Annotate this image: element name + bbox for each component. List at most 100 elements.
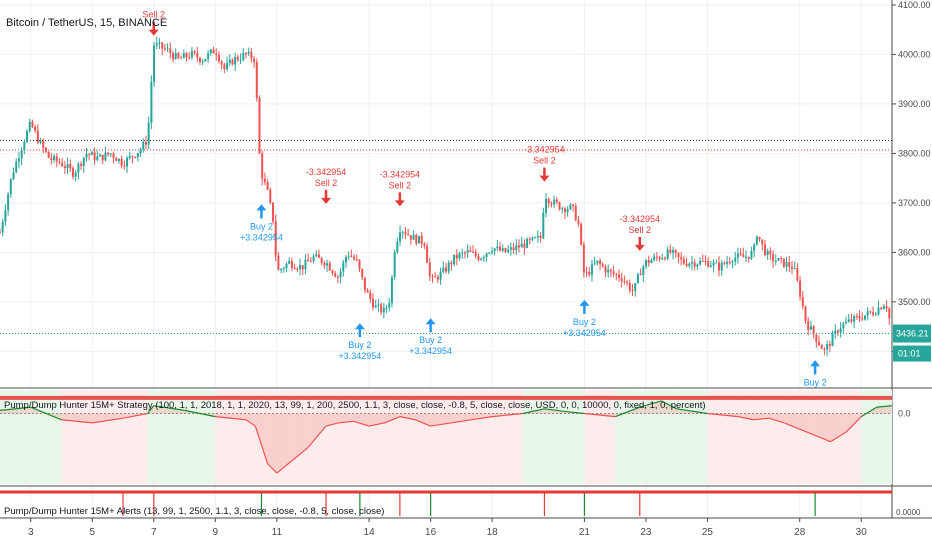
candle-body: [280, 269, 283, 271]
candle-body: [545, 198, 548, 213]
sell-arrow-icon: [321, 197, 332, 204]
strategy-bg-segment: [147, 390, 154, 484]
strategy-bg-segment: [753, 390, 769, 484]
candle-body: [661, 257, 664, 260]
candle-body: [193, 51, 196, 54]
candle-body: [174, 52, 177, 60]
candle-body: [631, 290, 634, 292]
candle-body: [180, 57, 183, 59]
candle-body: [247, 51, 250, 54]
candle-body: [342, 262, 345, 272]
candle-body: [682, 259, 685, 264]
candle-body: [663, 257, 666, 259]
candle-body: [601, 264, 604, 267]
candle-body: [417, 235, 420, 244]
candle-body: [439, 271, 442, 280]
strategy-bg-segment: [815, 390, 831, 484]
candle-body: [834, 330, 837, 334]
candle-body: [9, 179, 12, 195]
time-tick-label: 3: [28, 527, 34, 538]
candle-body: [269, 189, 272, 203]
candle-body: [44, 147, 47, 152]
strategy-bg-segment: [30, 390, 62, 484]
equity-line-segment: [661, 400, 677, 410]
candle-body: [831, 333, 834, 347]
candle-body: [101, 154, 104, 161]
candle-body: [766, 250, 769, 255]
candle-body: [15, 161, 18, 173]
candle-body: [69, 164, 72, 169]
candle-body: [404, 232, 407, 235]
candle-body: [31, 121, 34, 127]
candle-body: [493, 248, 496, 252]
candle-body: [331, 270, 334, 274]
equity-line-segment: [147, 405, 155, 414]
candle-body: [17, 158, 20, 162]
candle-body: [350, 255, 353, 257]
candle-body: [255, 62, 258, 99]
equity-line-segment: [153, 405, 185, 411]
signal-label: Buy 2: [348, 340, 371, 350]
signal-label: +3.342954: [409, 346, 452, 356]
candle-body: [412, 234, 415, 240]
buy-arrow-icon: [579, 299, 590, 306]
equity-line-segment: [215, 416, 247, 421]
candle-body: [47, 151, 50, 158]
candle-body: [36, 130, 39, 143]
candle-body: [282, 268, 285, 270]
candle-body: [296, 268, 299, 270]
equity-line-segment: [461, 416, 493, 422]
candle-body: [393, 252, 396, 278]
candle-body: [153, 45, 156, 82]
candle-body: [312, 256, 315, 262]
strategy-bg-segment: [92, 390, 124, 484]
candle-body: [769, 250, 772, 255]
signal-label: Buy 2: [250, 221, 273, 231]
candle-body: [774, 260, 777, 262]
candle-body: [642, 266, 645, 276]
candle-body: [718, 262, 721, 271]
candle-body: [669, 249, 672, 253]
candle-body: [250, 51, 253, 59]
candle-body: [547, 198, 550, 204]
candle-body: [109, 153, 112, 155]
candle-body: [223, 64, 226, 69]
candle-body: [623, 281, 626, 283]
candle-body: [790, 266, 793, 269]
candle-body: [588, 272, 591, 275]
candle-body: [55, 156, 58, 162]
candle-body: [688, 263, 691, 266]
candle-body: [780, 258, 783, 260]
candle-body: [107, 152, 110, 155]
candle-body: [169, 48, 172, 54]
candle-body: [120, 158, 123, 166]
candle-body: [0, 232, 1, 234]
candle-body: [166, 48, 169, 50]
candle-body: [847, 319, 850, 322]
candle-body: [685, 263, 688, 266]
strategy-bg-segment: [861, 390, 877, 484]
candle-body: [266, 182, 269, 190]
sell-arrow-icon: [634, 244, 645, 251]
candle-body: [474, 252, 477, 256]
candle-body: [720, 262, 723, 271]
candle-body: [861, 318, 864, 320]
time-tick-label: 9: [213, 527, 219, 538]
candle-body: [472, 251, 475, 253]
candle-body: [207, 53, 210, 59]
candle-body: [434, 276, 437, 278]
candle-body: [74, 172, 77, 177]
candle-body: [353, 256, 356, 260]
strategy-bg-segment: [799, 390, 816, 484]
strategy-bg-segment: [492, 390, 523, 484]
equity-line-segment: [399, 416, 416, 421]
candle-body: [504, 248, 507, 253]
candle-body: [355, 259, 358, 261]
signal-label: -3.342954: [380, 169, 421, 179]
candle-body: [117, 158, 120, 162]
candle-body: [872, 312, 875, 315]
candle-body: [523, 243, 526, 248]
candle-body: [53, 156, 56, 161]
candle-body: [539, 235, 542, 239]
